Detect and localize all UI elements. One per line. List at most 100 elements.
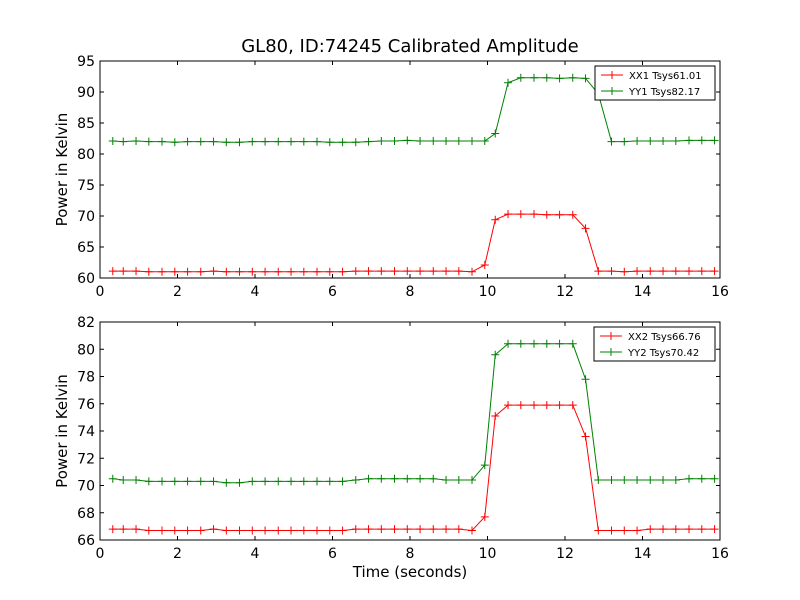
top-series-1-point <box>633 267 642 276</box>
bottom-series-2-point <box>659 476 668 485</box>
top-series-2-point <box>325 138 334 147</box>
bottom-series-2-point <box>685 474 693 483</box>
bottom-series-1-point <box>685 525 693 534</box>
bottom-series-1-point <box>196 526 205 535</box>
top-series-2-point <box>542 73 551 82</box>
bottom-series-2-point <box>594 476 603 485</box>
top-series-2-point <box>170 138 179 147</box>
top-y-tick-label: 90 <box>77 85 95 101</box>
bottom-series-1-point <box>338 526 347 535</box>
top-series-2-point <box>132 136 141 145</box>
top-series-1-point <box>568 210 577 219</box>
top-series-2-point <box>607 137 616 146</box>
top-y-tick-label: 70 <box>77 209 95 225</box>
bottom-series-2-point <box>287 477 296 486</box>
top-legend-entry: YY1 Tsys82.17 <box>628 87 700 98</box>
bottom-series-1-point <box>516 401 525 410</box>
bottom-series-2-point <box>235 478 244 487</box>
bottom-series-2-point <box>351 476 360 485</box>
bottom-legend-entry: YY2 Tsys70.42 <box>627 348 699 359</box>
top-series-1-point <box>555 210 564 219</box>
top-series-2-point <box>248 137 257 146</box>
top-series-2-point <box>480 136 489 145</box>
bottom-series-2-point <box>170 477 179 486</box>
top-series-1-point <box>313 267 321 276</box>
top-series-2-point <box>429 136 438 145</box>
top-series-2-point <box>491 129 500 138</box>
top-legend-entry: XX1 Tsys61.01 <box>629 71 702 82</box>
top-series-1-point <box>442 267 451 276</box>
top-series-1-point <box>325 267 334 276</box>
bottom-x-tick-label: 2 <box>173 546 182 562</box>
bottom-series-2-point <box>504 339 513 348</box>
bottom-series-1-point <box>659 525 668 534</box>
top-y-tick-label: 85 <box>77 116 95 132</box>
top-series-2-point <box>710 136 719 145</box>
top-series-1-point <box>480 260 489 269</box>
bottom-series-1-point <box>274 526 283 535</box>
bottom-x-tick-label: 0 <box>96 546 105 562</box>
top-series-1-point <box>710 267 719 276</box>
bottom-legend-entry: XX2 Tsys66.76 <box>628 332 701 343</box>
top-x-tick-label: 8 <box>406 284 415 300</box>
top-x-tick-label: 14 <box>634 284 652 300</box>
bottom-y-tick-label: 82 <box>77 315 95 331</box>
bottom-series-2-point <box>454 476 463 485</box>
bottom-series-2-point <box>416 474 425 483</box>
top-series-1-point <box>144 267 153 276</box>
bottom-x-tick-label: 16 <box>711 546 729 562</box>
top-series-2-point <box>377 136 386 145</box>
bottom-series-1-point <box>530 401 538 410</box>
top-series-2-point <box>633 136 642 145</box>
bottom-series-2-point <box>646 476 655 485</box>
bottom-legend-marker <box>607 348 615 356</box>
top-series-2-point <box>274 137 283 146</box>
top-series-1-point <box>108 267 117 276</box>
top-series-2-point <box>108 136 117 145</box>
top-legend-marker <box>608 87 616 95</box>
top-series-1-point <box>468 267 476 276</box>
bottom-y-tick-label: 72 <box>77 451 95 467</box>
top-series-1-point <box>416 267 425 276</box>
bottom-series-1-point <box>480 512 489 521</box>
top-series-1-point <box>530 210 538 219</box>
bottom-series-2-point <box>338 477 347 486</box>
bottom-series-1-point <box>351 525 360 534</box>
bottom-series-1-point <box>377 525 386 534</box>
bottom-series-2-point <box>710 474 719 483</box>
top-series-1-point <box>607 267 616 276</box>
bottom-y-tick-label: 76 <box>77 397 95 413</box>
bottom-legend-marker <box>607 332 615 340</box>
bottom-series-1-point <box>325 526 334 535</box>
bottom-series-1-point <box>403 525 412 534</box>
bottom-series-1-point <box>248 526 257 535</box>
top-x-tick-label: 4 <box>251 284 260 300</box>
top-series-2-point <box>620 137 629 146</box>
bottom-series-2-point <box>325 477 334 486</box>
bottom-series-1-point <box>158 526 166 535</box>
bottom-series-2-point <box>633 476 642 485</box>
top-series-2-point <box>697 136 706 145</box>
top-series-2-point <box>144 137 153 146</box>
top-series-2-point <box>364 137 373 146</box>
top-series-1-point <box>287 267 296 276</box>
top-series-1-point <box>209 267 218 276</box>
top-series-2-point <box>530 73 538 82</box>
bottom-series-2-point <box>313 477 321 486</box>
top-series-1-point <box>183 267 192 276</box>
bottom-series-2-point <box>442 476 451 485</box>
top-series-1-point <box>646 267 655 276</box>
top-series-1-point <box>261 267 270 276</box>
top-y-tick-label: 60 <box>77 271 95 287</box>
bottom-series-2-point <box>697 474 706 483</box>
top-series-2-point <box>685 136 693 145</box>
bottom-series-1-point <box>581 432 590 441</box>
bottom-legend <box>593 326 716 362</box>
top-chart-panel: 0 2 4 6 8 10 12 14 16 60 65 70 75 80 85 90 95 Power in Ke… <box>53 54 729 300</box>
top-legend <box>594 65 716 101</box>
bottom-y-axis-label: Power in Kelvin <box>53 374 71 488</box>
bottom-series-2-point <box>390 474 399 483</box>
bottom-y-tick-label: 74 <box>77 424 95 440</box>
top-series-2-point <box>390 136 399 145</box>
